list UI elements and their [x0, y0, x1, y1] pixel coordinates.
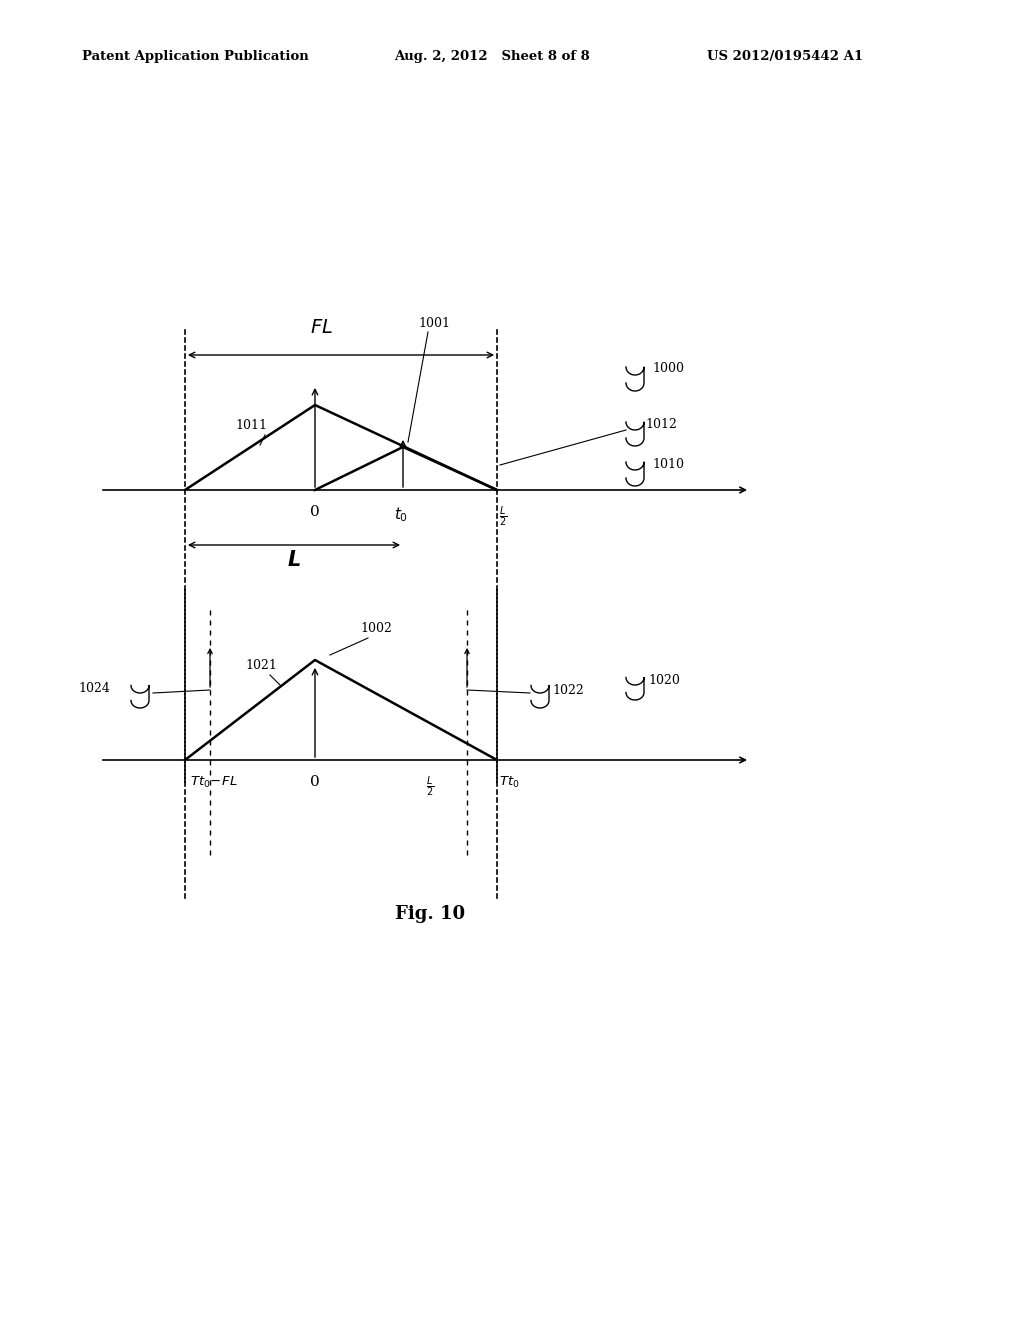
Text: 1020: 1020	[648, 673, 680, 686]
Text: $Tt_0$: $Tt_0$	[499, 775, 519, 791]
Text: US 2012/0195442 A1: US 2012/0195442 A1	[707, 50, 862, 63]
Text: 1001: 1001	[418, 317, 450, 330]
Text: $\frac{L}{2}$: $\frac{L}{2}$	[426, 775, 434, 800]
Text: 1000: 1000	[652, 362, 684, 375]
Text: $\boldsymbol{L}$: $\boldsymbol{L}$	[287, 550, 301, 570]
Text: 0: 0	[310, 506, 319, 519]
Text: 0: 0	[310, 775, 319, 789]
Text: Patent Application Publication: Patent Application Publication	[82, 50, 308, 63]
Text: 1010: 1010	[652, 458, 684, 471]
Text: 1012: 1012	[645, 418, 677, 432]
Text: 1022: 1022	[552, 684, 584, 697]
Text: 1024: 1024	[78, 681, 110, 694]
Text: $t_0$: $t_0$	[394, 506, 408, 524]
Text: $FL$: $FL$	[309, 319, 333, 337]
Text: $\frac{L}{2}$: $\frac{L}{2}$	[499, 506, 507, 529]
Text: Aug. 2, 2012   Sheet 8 of 8: Aug. 2, 2012 Sheet 8 of 8	[394, 50, 590, 63]
Text: Fig. 10: Fig. 10	[395, 906, 465, 923]
Text: $Tt_0\!-\!FL$: $Tt_0\!-\!FL$	[190, 775, 238, 791]
Text: 1021: 1021	[245, 659, 276, 672]
Text: 1002: 1002	[360, 622, 392, 635]
Text: 1011: 1011	[234, 418, 267, 432]
